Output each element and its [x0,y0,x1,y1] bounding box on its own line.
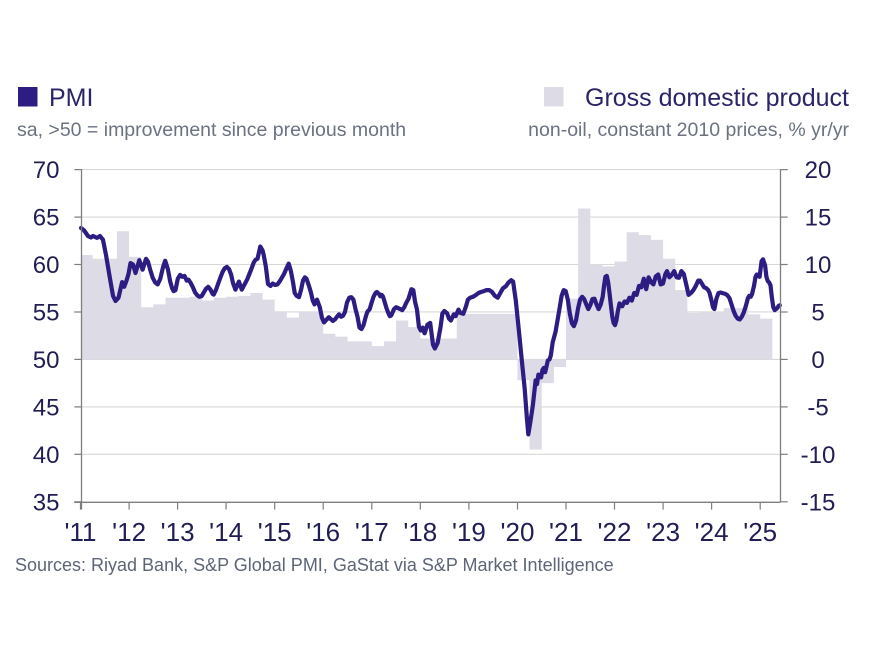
svg-text:10: 10 [805,252,832,279]
svg-text:50: 50 [33,347,60,374]
svg-text:40: 40 [33,442,60,469]
svg-text:0: 0 [811,347,824,374]
svg-text:15: 15 [805,205,832,232]
svg-text:'23: '23 [646,517,680,547]
svg-text:non-oil, constant 2010 prices,: non-oil, constant 2010 prices, % yr/yr [528,119,849,141]
svg-text:60: 60 [33,252,60,279]
svg-text:'11: '11 [65,517,97,547]
svg-text:20: 20 [805,157,832,184]
svg-text:-10: -10 [801,442,836,469]
svg-text:'19: '19 [452,517,486,547]
svg-text:'12: '12 [112,517,146,547]
svg-text:'16: '16 [306,517,340,547]
svg-text:'17: '17 [355,517,389,547]
svg-text:'20: '20 [501,517,535,547]
svg-text:35: 35 [33,489,60,516]
svg-text:'13: '13 [161,517,195,547]
svg-text:Sources: Riyad Bank, S&P Globa: Sources: Riyad Bank, S&P Global PMI, GaS… [15,555,614,575]
svg-text:'18: '18 [403,517,437,547]
svg-text:Gross domestic product: Gross domestic product [585,84,849,112]
svg-text:'22: '22 [598,517,632,547]
svg-text:70: 70 [33,157,60,184]
svg-text:sa, >50 = improvement since pr: sa, >50 = improvement since previous mon… [17,119,406,141]
svg-text:'25: '25 [743,517,777,547]
svg-text:-5: -5 [807,395,828,422]
svg-text:PMI: PMI [49,84,93,112]
svg-text:55: 55 [33,300,60,327]
svg-text:'24: '24 [695,517,729,547]
svg-text:65: 65 [33,205,60,232]
svg-text:-15: -15 [801,489,836,516]
svg-text:45: 45 [33,395,60,422]
svg-text:'21: '21 [549,517,583,547]
svg-text:'15: '15 [258,517,292,547]
svg-text:'14: '14 [209,517,243,547]
svg-text:5: 5 [811,300,824,327]
